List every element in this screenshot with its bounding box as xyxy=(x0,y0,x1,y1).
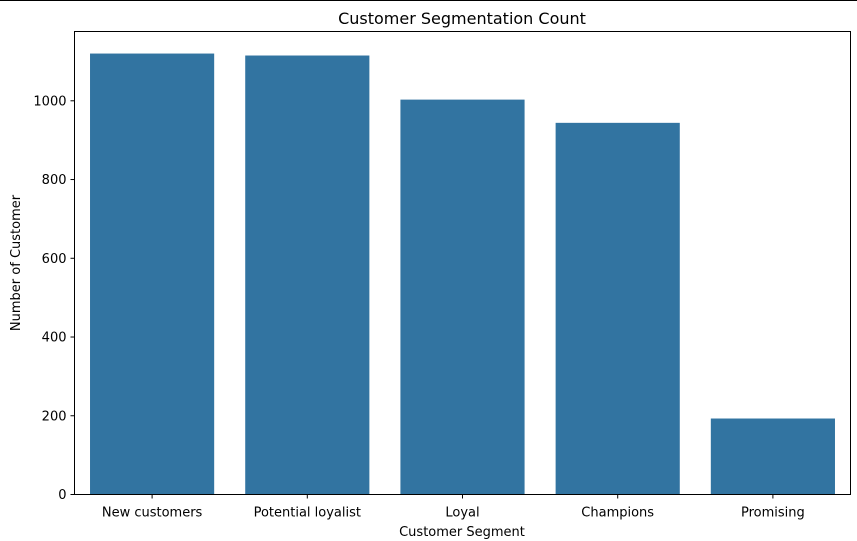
y-tick-label: 800 xyxy=(42,173,67,188)
bars-group xyxy=(90,53,835,495)
x-tick-label: Loyal xyxy=(445,506,479,521)
x-tick-label: New customers xyxy=(102,506,203,521)
x-tick-label: Potential loyalist xyxy=(254,506,361,521)
bar-new-customers xyxy=(90,53,215,495)
window-top-border xyxy=(0,0,857,1)
y-tick-label: 400 xyxy=(42,331,67,346)
x-tick-label: Champions xyxy=(581,506,654,521)
y-tick-label: 600 xyxy=(42,252,67,267)
bar-potential-loyalist xyxy=(245,55,370,495)
y-axis-label: Number of Customer xyxy=(9,194,24,331)
bar-loyal xyxy=(400,99,525,495)
y-tick-label: 200 xyxy=(42,409,67,424)
y-axis-ticks: 0 200 400 600 800 1000 xyxy=(33,94,75,503)
plot-frame xyxy=(74,31,851,495)
x-axis-label: Customer Segment xyxy=(399,525,525,540)
y-tick-label: 0 xyxy=(58,488,66,503)
x-axis-ticks: New customers Potential loyalist Loyal Cham… xyxy=(102,494,805,521)
bar-champions xyxy=(555,122,680,495)
y-tick-label: 1000 xyxy=(33,94,66,109)
bar-promising xyxy=(710,418,835,495)
x-tick-label: Promising xyxy=(741,506,805,521)
chart-title: Customer Segmentation Count xyxy=(338,9,586,28)
